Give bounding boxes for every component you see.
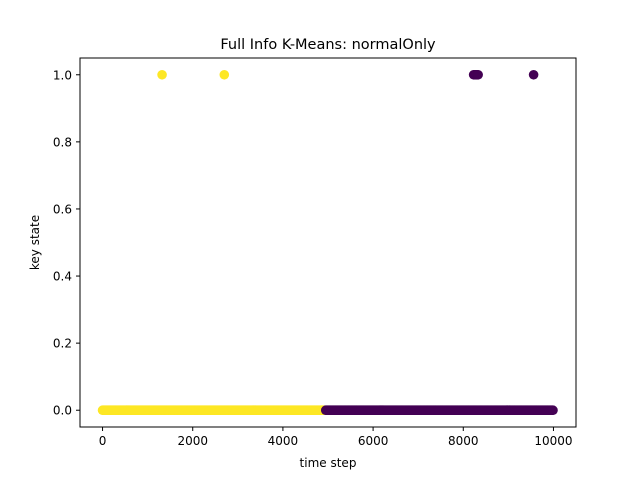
y-tick-label: 0.0 bbox=[53, 404, 72, 418]
y-tick-label: 0.2 bbox=[53, 337, 72, 351]
data-point bbox=[219, 69, 230, 80]
y-axis-label: key state bbox=[28, 215, 42, 270]
y-tick-label: 0.6 bbox=[53, 202, 72, 216]
data-point bbox=[157, 69, 167, 80]
x-tick-label: 10000 bbox=[534, 434, 572, 448]
chart-title: Full Info K-Means: normalOnly bbox=[220, 37, 436, 53]
data-point bbox=[473, 69, 483, 80]
x-tick-label: 4000 bbox=[268, 434, 299, 448]
ticks-layer: 0 2000 4000 6000 8000 10000 0.0 0.2 0.4 0.6 0.8 1.0 bbox=[53, 68, 573, 448]
data-point bbox=[548, 405, 558, 416]
y-tick-label: 0.4 bbox=[53, 270, 72, 284]
x-tick-label: 8000 bbox=[448, 434, 479, 448]
x-axis-label: time step bbox=[300, 456, 357, 470]
y-tick-label: 0.8 bbox=[53, 135, 72, 149]
x-tick-label: 0 bbox=[99, 434, 107, 448]
axes-frame bbox=[79, 57, 577, 428]
points-layer bbox=[97, 69, 558, 416]
x-tick-label: 6000 bbox=[358, 434, 389, 448]
y-tick-label: 1.0 bbox=[53, 68, 72, 82]
x-tick-label: 2000 bbox=[177, 434, 208, 448]
data-point bbox=[528, 69, 539, 80]
